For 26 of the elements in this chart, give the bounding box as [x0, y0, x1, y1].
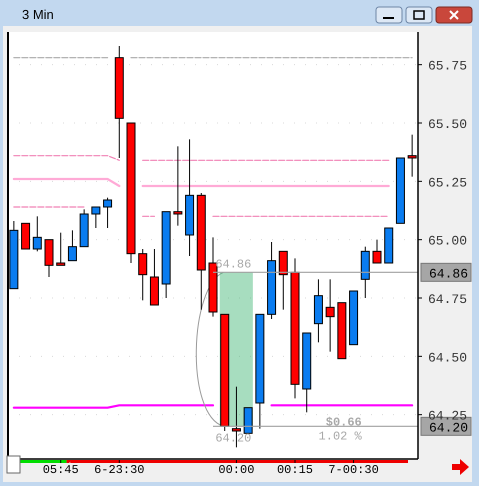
candlestick	[68, 230, 77, 262]
candlestick	[103, 197, 112, 228]
candlestick	[326, 278, 335, 352]
x-tick-label: 00:00	[218, 463, 254, 477]
candlestick	[56, 232, 66, 266]
x-tick-label: 7-00:30	[328, 463, 379, 477]
candlestick	[173, 146, 182, 226]
candlestick	[91, 206, 100, 228]
candlestick	[278, 250, 288, 310]
annotation: $0.66	[326, 415, 362, 430]
y-tick-label: 65.50	[428, 117, 467, 132]
x-tick-label: 00:15	[276, 463, 314, 477]
annotation: 1.02 %	[318, 429, 363, 444]
y-tick-label: 65.00	[428, 234, 467, 249]
candlestick	[32, 216, 42, 252]
x-tick-label: 05:45	[42, 463, 79, 477]
y-tick-label: 64.50	[428, 350, 467, 366]
y-tick-label: 65.75	[428, 58, 467, 74]
candlestick	[138, 248, 148, 301]
y-tick-label: 64.75	[428, 292, 467, 307]
ref-line-label: 64.86	[428, 266, 468, 282]
annotation: 64.86	[215, 257, 252, 272]
x-tick-label: 6-23:30	[94, 463, 144, 477]
chart-title: 3 Min	[22, 7, 54, 22]
y-tick-label: 65.25	[428, 175, 467, 190]
candlestick	[372, 239, 382, 264]
